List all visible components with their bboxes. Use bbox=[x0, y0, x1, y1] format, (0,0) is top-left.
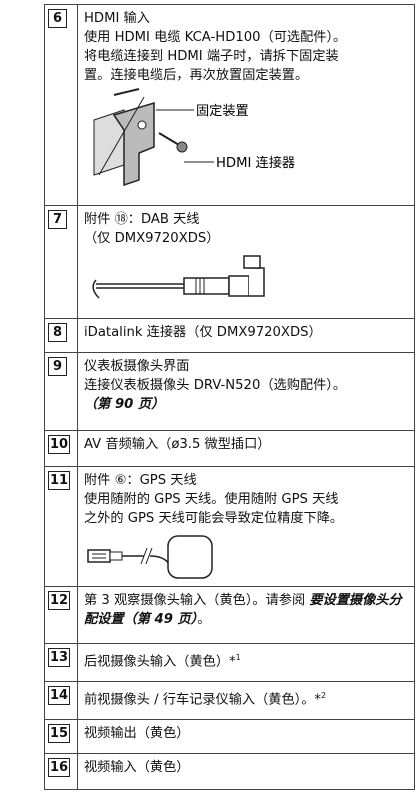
item-number: 14 bbox=[48, 686, 71, 705]
connector-table: 6 HDMI 输入 使用 HDMI 电缆 KCA-HD100（可选配件）。 将电… bbox=[44, 4, 415, 790]
text-line: 附件 ⑱：DAB 天线 bbox=[84, 212, 200, 227]
text: 视频输出（黄色） bbox=[84, 726, 190, 741]
page-reference: （第 90 页） bbox=[84, 397, 165, 412]
row: 6 HDMI 输入 使用 HDMI 电缆 KCA-HD100（可选配件）。 将电… bbox=[44, 4, 415, 206]
text: 后视摄像头输入（黄色）* bbox=[84, 654, 236, 670]
hdmi-illustration: 固定装置 HDMI 连接器 bbox=[93, 88, 295, 187]
text-line: 连接仪表板摄像头 DRV-N520（选购配件）。 bbox=[84, 378, 347, 393]
row: 12 第 3 观察摄像头输入（黄色）。请参阅 要设置摄像头分配设置（第 49 页… bbox=[44, 586, 415, 644]
item-number: 10 bbox=[48, 435, 71, 454]
row: 8 iDatalink 连接器（仅 DMX9720XDS） bbox=[44, 318, 415, 353]
row: 9 仪表板摄像头界面 连接仪表板摄像头 DRV-N520（选购配件）。 （第 9… bbox=[44, 352, 415, 431]
row: 13 后视摄像头输入（黄色）*1 bbox=[44, 643, 415, 682]
text: 视频输入（黄色） bbox=[84, 760, 190, 775]
footnote-mark: 1 bbox=[235, 653, 241, 662]
item-number: 11 bbox=[48, 471, 71, 490]
item-number: 6 bbox=[48, 9, 67, 28]
text-line: iDatalink 连接器（仅 DMX9720XDS） bbox=[84, 325, 322, 340]
cross-reference: 要设置摄像头分配设置（第 49 页） bbox=[84, 593, 402, 627]
callout-label: HDMI 连接器 bbox=[216, 154, 295, 171]
text-line: HDMI 输入 bbox=[84, 11, 150, 26]
gps-illustration bbox=[87, 535, 213, 579]
text: 前视摄像头 / 行车记录仪输入（黄色）。* bbox=[84, 692, 322, 708]
item-number: 15 bbox=[48, 724, 71, 743]
text-line: AV 音频输入（ø3.5 微型插口） bbox=[84, 437, 271, 452]
text-line: 使用随附的 GPS 天线。使用随附 GPS 天线 bbox=[84, 492, 339, 507]
item-number: 8 bbox=[48, 323, 67, 342]
text: 第 3 观察摄像头输入（黄色）。请参阅 bbox=[84, 593, 310, 608]
row: 10 AV 音频输入（ø3.5 微型插口） bbox=[44, 430, 415, 467]
item-number: 12 bbox=[48, 591, 71, 610]
row: 11 附件 ⑥：GPS 天线 使用随附的 GPS 天线。使用随附 GPS 天线 … bbox=[44, 466, 415, 587]
dab-illustration bbox=[92, 255, 265, 299]
row: 7 附件 ⑱：DAB 天线 （仅 DMX9720XDS） bbox=[44, 205, 415, 319]
text-line: 附件 ⑥：GPS 天线 bbox=[84, 473, 197, 488]
text-line: 仪表板摄像头界面 bbox=[84, 359, 190, 374]
row: 14 前视摄像头 / 行车记录仪输入（黄色）。*2 bbox=[44, 681, 415, 720]
text-line: 置。连接电缆后，再次放置固定装置。 bbox=[84, 68, 309, 83]
item-number: 9 bbox=[48, 357, 67, 376]
item-number: 7 bbox=[48, 210, 67, 229]
item-number: 16 bbox=[48, 758, 71, 777]
callout-label: 固定装置 bbox=[196, 103, 249, 119]
text-line: 使用 HDMI 电缆 KCA-HD100（可选配件）。 bbox=[84, 30, 347, 45]
footnote-mark: 2 bbox=[321, 691, 327, 700]
row: 15 视频输出（黄色） bbox=[44, 719, 415, 754]
text: 。 bbox=[197, 612, 211, 627]
text-line: 之外的 GPS 天线可能会导致定位精度下降。 bbox=[84, 511, 344, 526]
text-line: （仅 DMX9720XDS） bbox=[84, 231, 220, 246]
text-line: 将电缆连接到 HDMI 端子时，请拆下固定装 bbox=[84, 49, 339, 64]
item-number: 13 bbox=[48, 648, 71, 667]
row: 16 视频输入（黄色） bbox=[44, 753, 415, 790]
